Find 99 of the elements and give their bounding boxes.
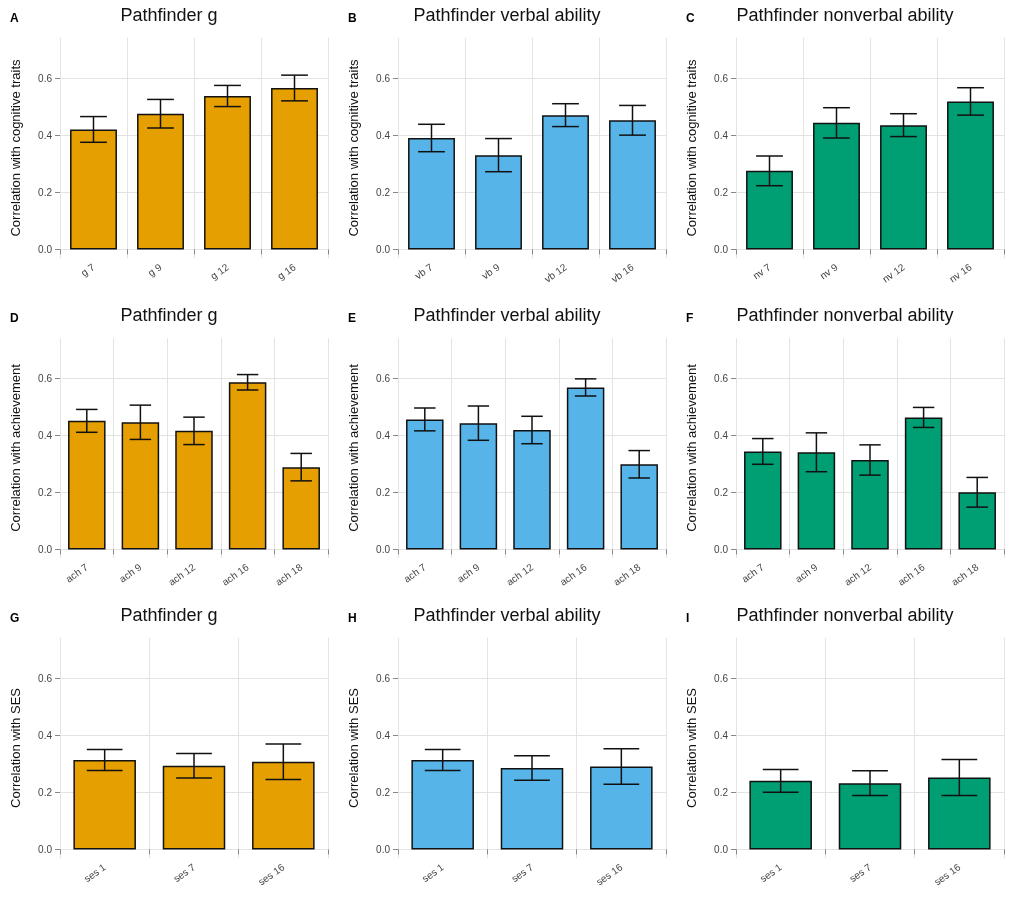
text: G: [10, 611, 20, 625]
x-tick-label: ses 7: [171, 861, 198, 885]
y-axis-title: Correlation with cognitive traits: [346, 59, 361, 237]
text: D: [10, 311, 19, 325]
y-axis-title: Correlation with cognitive traits: [684, 59, 699, 237]
x-tick-label: ses 7: [847, 861, 874, 885]
y-tick-label: 0.6: [376, 72, 391, 84]
x-tick-label: ach 18: [273, 561, 305, 588]
y-axis-title: Correlation with SES: [8, 687, 23, 808]
y-axis-title: Correlation with achievement: [8, 363, 23, 532]
x-tick-label: nv 7: [750, 261, 774, 282]
x-tick-label: ses 7: [509, 861, 536, 885]
chart-title: Pathfinder verbal ability: [413, 605, 601, 625]
x-tick-label: ach 18: [611, 561, 643, 588]
chart-title: Pathfinder nonverbal ability: [736, 5, 954, 25]
y-axis-title: Correlation with SES: [346, 687, 361, 808]
y-tick-label: 0.4: [38, 429, 53, 441]
y-tick-label: 0.0: [714, 543, 729, 555]
x-tick-label: vb 9: [479, 261, 503, 282]
y-tick-label: 0.0: [38, 543, 53, 555]
text: B: [348, 11, 357, 25]
chart-title: Pathfinder verbal ability: [413, 5, 601, 25]
x-tick-label: ses 16: [932, 861, 963, 888]
text: E: [348, 311, 357, 325]
y-tick-label: 0.0: [38, 243, 53, 255]
y-tick-label: 0.2: [714, 786, 729, 798]
x-tick-label: vb 12: [542, 261, 570, 285]
chart-title: Pathfinder verbal ability: [413, 305, 601, 325]
y-axis-title: Correlation with achievement: [346, 363, 361, 532]
y-tick-label: 0.6: [38, 372, 53, 384]
y-tick-label: 0.0: [376, 843, 391, 855]
y-tick-label: 0.0: [714, 243, 729, 255]
y-tick-label: 0.2: [38, 486, 53, 498]
text: A: [10, 11, 19, 25]
y-tick-label: 0.2: [38, 186, 53, 198]
x-tick-label: g 12: [208, 261, 232, 282]
y-tick-label: 0.0: [714, 843, 729, 855]
y-tick-label: 0.4: [714, 729, 729, 741]
chart-title: Pathfinder g: [120, 605, 218, 625]
x-tick-label: nv 16: [947, 261, 975, 285]
y-tick-label: 0.6: [376, 372, 391, 384]
y-tick-label: 0.4: [376, 429, 391, 441]
x-tick-label: ach 16: [557, 561, 590, 588]
y-tick-label: 0.2: [38, 786, 53, 798]
x-tick-label: ach 7: [401, 561, 429, 585]
y-axis-title: Correlation with SES: [684, 687, 699, 808]
y-tick-label: 0.6: [38, 72, 53, 84]
x-tick-label: ses 1: [419, 861, 447, 885]
x-tick-label: g 16: [275, 261, 299, 282]
y-tick-label: 0.6: [714, 372, 729, 384]
y-tick-label: 0.4: [38, 129, 53, 141]
x-tick-label: ach 12: [504, 561, 536, 588]
y-tick-label: 0.2: [376, 786, 391, 798]
text: F: [686, 311, 694, 325]
x-tick-label: ses 16: [594, 861, 625, 888]
x-tick-label: ach 7: [739, 561, 767, 585]
y-tick-label: 0.4: [376, 729, 391, 741]
x-tick-label: vb 16: [609, 261, 637, 285]
x-tick-label: ach 9: [117, 561, 144, 585]
y-tick-label: 0.4: [714, 429, 729, 441]
y-tick-label: 0.0: [376, 243, 391, 255]
x-tick-label: ses 1: [81, 861, 109, 885]
chart-title: Pathfinder g: [120, 305, 218, 325]
y-tick-label: 0.2: [376, 186, 391, 198]
y-axis-title: Correlation with cognitive traits: [8, 59, 23, 237]
x-tick-label: ach 12: [166, 561, 198, 588]
y-tick-label: 0.2: [376, 486, 391, 498]
x-tick-label: vb 7: [412, 261, 436, 282]
y-tick-label: 0.4: [376, 129, 391, 141]
x-tick-label: ach 12: [842, 561, 874, 588]
y-tick-label: 0.2: [714, 486, 729, 498]
text: H: [348, 611, 357, 625]
x-tick-label: ach 16: [219, 561, 252, 588]
text: I: [686, 611, 690, 625]
x-tick-label: nv 9: [817, 261, 841, 282]
x-tick-label: nv 12: [880, 261, 908, 285]
y-tick-label: 0.4: [714, 129, 729, 141]
chart-title: Pathfinder g: [120, 5, 218, 25]
x-tick-label: ses 1: [757, 861, 785, 885]
y-tick-label: 0.0: [376, 543, 391, 555]
x-tick-label: ach 9: [793, 561, 820, 585]
y-tick-label: 0.6: [376, 672, 391, 684]
y-tick-label: 0.0: [38, 843, 53, 855]
x-tick-label: ach 16: [895, 561, 928, 588]
x-tick-label: g 9: [145, 261, 165, 279]
y-tick-label: 0.6: [38, 672, 53, 684]
x-tick-label: ach 9: [455, 561, 482, 585]
y-tick-label: 0.2: [714, 186, 729, 198]
x-tick-label: ach 7: [63, 561, 91, 585]
x-tick-label: g 7: [78, 261, 98, 279]
y-tick-label: 0.6: [714, 72, 729, 84]
chart-title: Pathfinder nonverbal ability: [736, 605, 954, 625]
y-tick-label: 0.4: [38, 729, 53, 741]
chart-title: Pathfinder nonverbal ability: [736, 305, 954, 325]
y-tick-label: 0.6: [714, 672, 729, 684]
x-tick-label: ses 16: [256, 861, 287, 888]
y-axis-title: Correlation with achievement: [684, 363, 699, 532]
text: C: [686, 11, 695, 25]
x-tick-label: ach 18: [949, 561, 981, 588]
